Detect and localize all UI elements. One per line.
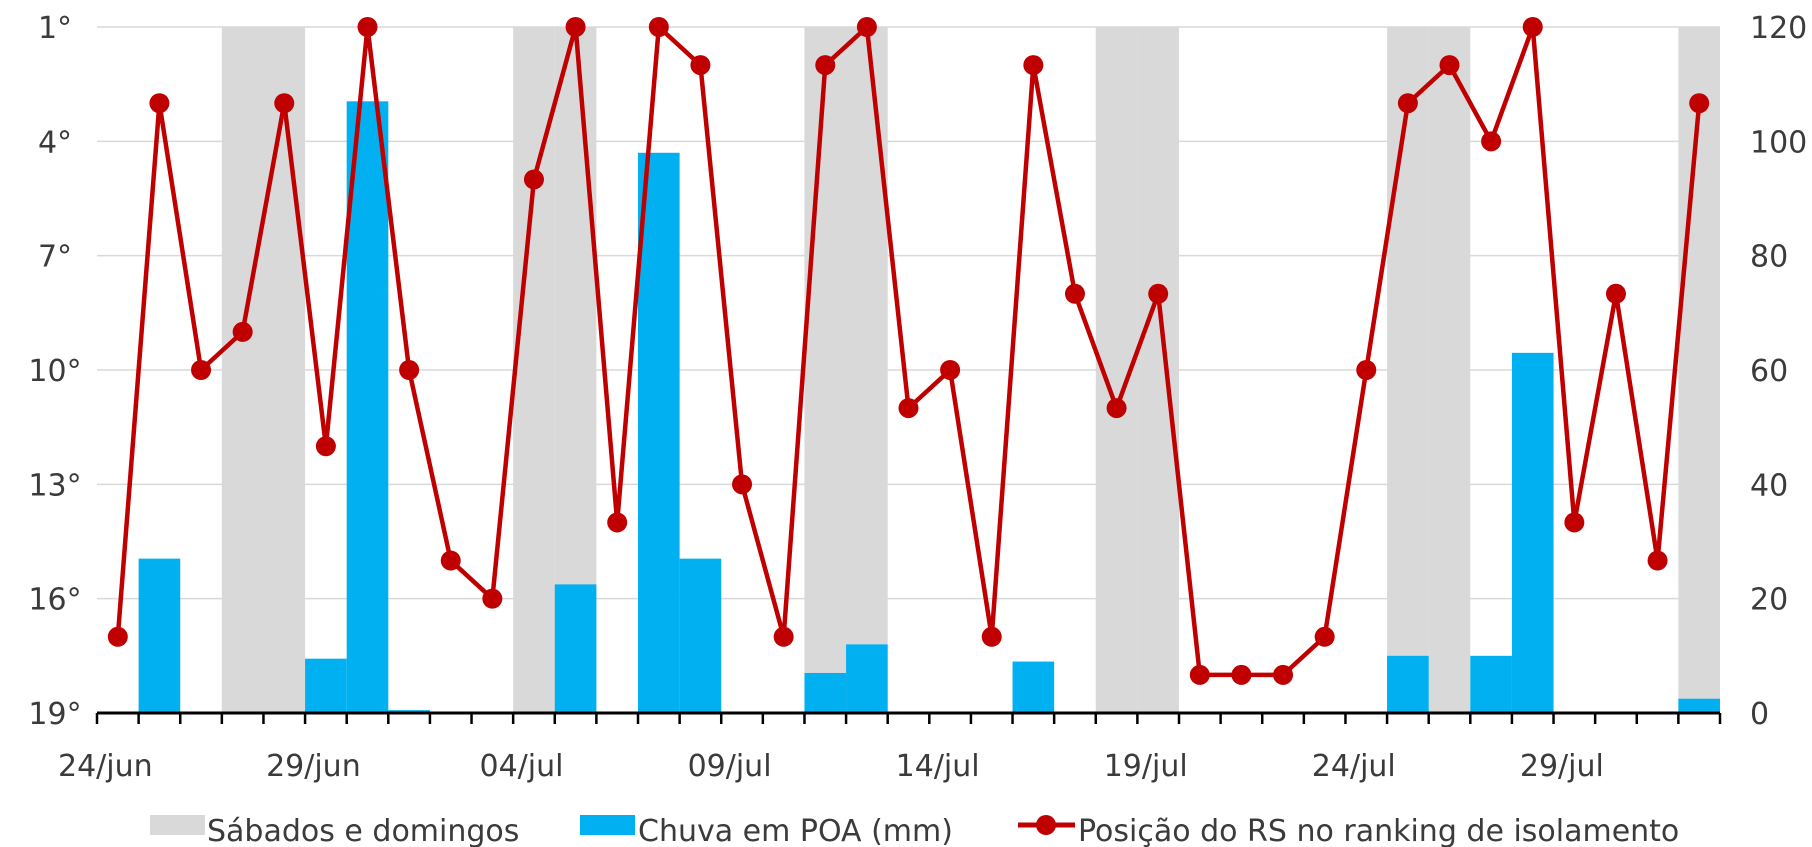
ranking-line — [107, 17, 1710, 685]
rain-bar — [679, 558, 722, 713]
rain-bar — [346, 101, 389, 714]
right-tick-label: 120 — [1750, 11, 1807, 46]
left-tick-label: 4° — [38, 125, 72, 160]
x-tick-label: 04/jul — [479, 749, 563, 784]
ranking-marker — [1023, 55, 1044, 76]
legend-rain-label: Chuva em POA (mm) — [638, 814, 953, 847]
rain-bar — [138, 558, 181, 713]
ranking-marker — [940, 360, 961, 380]
x-tick-label: 14/jul — [896, 749, 980, 784]
ranking-marker — [1189, 664, 1210, 685]
ranking-marker — [107, 626, 128, 647]
rain-bar — [1511, 352, 1554, 713]
ranking-marker — [1481, 131, 1502, 152]
ranking-marker — [1605, 283, 1626, 304]
legend-weekend-label: Sábados e domingos — [207, 814, 519, 847]
ranking-marker — [773, 626, 794, 647]
x-tick-label: 29/jul — [1520, 749, 1604, 784]
ranking-marker — [523, 169, 544, 190]
left-tick-label: 10° — [28, 354, 81, 389]
rain-bar — [804, 672, 847, 713]
x-tick-label: 29/jun — [266, 749, 361, 784]
right-tick-label: 0 — [1750, 697, 1769, 732]
ranking-marker — [1273, 664, 1294, 685]
legend: Sábados e domingos Chuva em POA (mm) Pos… — [150, 814, 1679, 847]
legend-rank-marker — [1036, 815, 1056, 835]
left-tick-label: 1° — [38, 11, 72, 46]
ranking-marker — [1231, 664, 1252, 685]
rain-bar — [638, 152, 680, 713]
ranking-marker — [232, 321, 253, 342]
rain-bar — [554, 584, 597, 713]
ranking-marker — [357, 17, 378, 37]
left-tick-label: 13° — [28, 468, 81, 503]
right-axis-ticks: 120 100 80 60 40 20 0 — [1750, 11, 1807, 732]
left-tick-label: 16° — [28, 583, 81, 618]
ranking-marker — [482, 588, 503, 609]
legend-rank-label: Posição do RS no ranking de isolamento — [1078, 814, 1679, 847]
rain-bar — [1470, 655, 1512, 713]
ranking-marker — [565, 17, 586, 37]
ranking-marker — [1148, 283, 1169, 304]
right-tick-label: 80 — [1750, 240, 1788, 275]
rain-bar — [1012, 661, 1055, 713]
left-tick-label: 19° — [28, 697, 81, 732]
ranking-marker — [315, 436, 336, 457]
ranking-marker — [274, 93, 295, 114]
right-tick-label: 20 — [1750, 583, 1788, 618]
ranking-marker — [1564, 512, 1585, 533]
rain-bar — [1678, 698, 1720, 713]
ranking-marker — [1064, 283, 1085, 304]
ranking-marker — [440, 550, 461, 571]
ranking-marker — [1356, 360, 1377, 380]
rain-bar — [1387, 655, 1429, 713]
ranking-marker — [1314, 626, 1335, 647]
ranking-marker — [1522, 17, 1543, 37]
rain-bar — [846, 644, 888, 713]
x-axis-ticks: 24/jun 29/jun 04/jul 09/jul 14/jul 19/jul 24/j… — [58, 749, 1604, 784]
left-axis-ticks: 1° 4° 7° 10° 13° 16° 19° — [28, 11, 81, 732]
x-tick-label: 24/jul — [1312, 749, 1396, 784]
ranking-marker — [690, 55, 711, 76]
rain-bars — [138, 101, 1720, 714]
ranking-marker — [1106, 398, 1127, 419]
legend-weekend-swatch — [150, 815, 205, 835]
rain-bar — [305, 658, 347, 713]
ranking-marker — [149, 93, 170, 114]
right-tick-label: 60 — [1750, 354, 1788, 389]
ranking-marker — [399, 360, 420, 380]
ranking-marker — [648, 17, 669, 37]
ranking-marker — [1647, 550, 1668, 571]
legend-rain-swatch — [580, 815, 635, 835]
ranking-marker — [815, 55, 836, 76]
x-axis — [95, 711, 1722, 724]
left-tick-label: 7° — [38, 240, 72, 275]
ranking-marker — [898, 398, 919, 419]
ranking-marker — [732, 474, 753, 495]
x-tick-label: 24/jun — [58, 749, 153, 784]
right-tick-label: 40 — [1750, 468, 1788, 503]
ranking-marker — [856, 17, 877, 37]
right-tick-label: 100 — [1750, 125, 1807, 160]
ranking-marker — [1689, 93, 1710, 114]
ranking-marker — [1397, 93, 1418, 114]
ranking-marker — [1439, 55, 1460, 76]
ranking-marker — [607, 512, 628, 533]
ranking-marker — [981, 626, 1002, 647]
x-tick-label: 09/jul — [688, 749, 772, 784]
x-tick-label: 19/jul — [1104, 749, 1188, 784]
ranking-marker — [191, 360, 212, 380]
